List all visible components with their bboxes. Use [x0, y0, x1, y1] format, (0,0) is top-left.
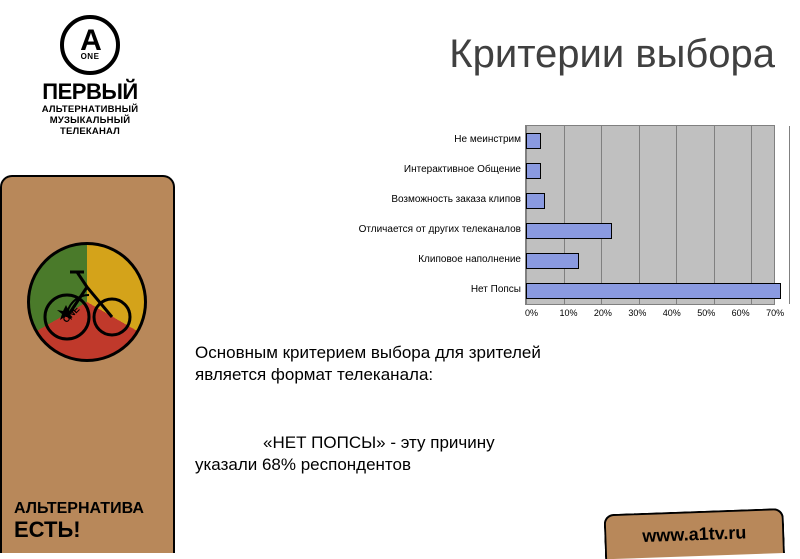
selection-criteria-chart: Не меинстримИнтерактивное ОбщениеВозможн… [330, 125, 775, 318]
bike-badge-icon: ONE [27, 242, 147, 362]
highlight-text: «НЕТ ПОПСЫ» - эту [195, 433, 426, 452]
chart-bar [526, 253, 579, 269]
chart-category-label: Клиповое наполнение [330, 245, 525, 275]
description-paragraph-1: Основным критерием выбора для зрителей я… [195, 342, 545, 386]
axis-tick-label: 0% [525, 308, 559, 318]
chart-bar [526, 163, 541, 179]
logo-icon: A ONE [60, 15, 120, 75]
chart-bar [526, 133, 541, 149]
chart-labels: Не меинстримИнтерактивное ОбщениеВозможн… [330, 125, 525, 305]
chart-bar [526, 283, 781, 299]
axis-tick-label: 10% [559, 308, 593, 318]
logo-title: ПЕРВЫЙ [15, 81, 165, 103]
logo-letter: A [80, 29, 100, 53]
axis-tick-label: 30% [628, 308, 662, 318]
axis-tick-label: 70% [766, 308, 800, 318]
chart-x-axis: 0%10%20%30%40%50%60%70%80% [525, 305, 800, 318]
description-paragraph-2: «НЕТ ПОПСЫ» - эту причину указали 68% ре… [195, 432, 535, 476]
website-url: www.a1tv.ru [604, 508, 785, 559]
axis-tick-label: 50% [697, 308, 731, 318]
chart-bar [526, 223, 612, 239]
exists-label: ЕСТЬ! [14, 517, 81, 543]
chart-category-label: Нет Попсы [330, 275, 525, 305]
chart-category-label: Не меинстрим [330, 125, 525, 155]
chart-bar [526, 193, 545, 209]
bike-icon: ONE [32, 247, 142, 357]
logo-block: A ONE ПЕРВЫЙ АЛЬТЕРНАТИВНЫЙ МУЗЫКАЛЬНЫЙ … [15, 15, 165, 138]
chart-category-label: Интерактивное Общение [330, 155, 525, 185]
page-title: Критерии выбора [449, 32, 775, 77]
chart-category-label: Отличается от других телеканалов [330, 215, 525, 245]
axis-tick-label: 60% [732, 308, 766, 318]
chart-category-label: Возможность заказа клипов [330, 185, 525, 215]
side-panel: ONE АЛЬТЕРНАТИВА ЕСТЬ! [0, 175, 175, 553]
logo-sub: ONE [81, 53, 100, 61]
axis-tick-label: 40% [663, 308, 697, 318]
logo-subtitle: АЛЬТЕРНАТИВНЫЙ МУЗЫКАЛЬНЫЙ ТЕЛЕКАНАЛ [15, 105, 165, 138]
chart-plot-area [525, 125, 775, 305]
alternative-label: АЛЬТЕРНАТИВА [14, 500, 144, 518]
axis-tick-label: 20% [594, 308, 628, 318]
